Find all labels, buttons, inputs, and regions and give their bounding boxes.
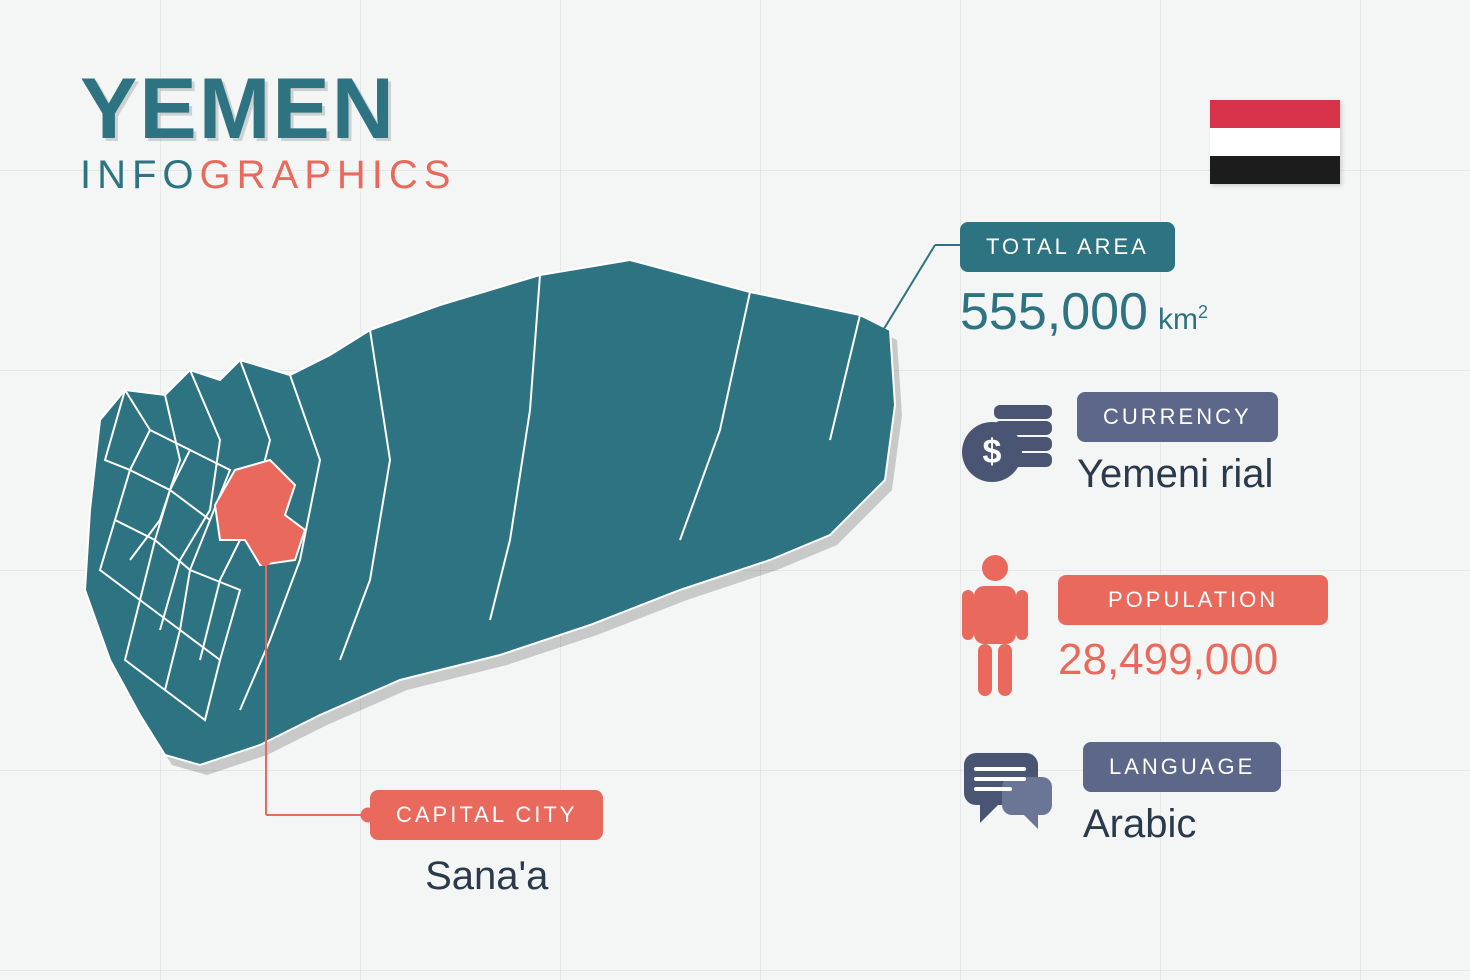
svg-text:$: $ — [983, 433, 1002, 471]
country-title: YEMEN — [80, 60, 456, 159]
capital-value: Sana'a — [370, 854, 603, 899]
subtitle-part-a: INFO — [80, 153, 200, 197]
country-flag — [1210, 100, 1340, 184]
currency-block: $ CURRENCY Yemeni rial — [960, 392, 1380, 497]
capital-badge: CAPITAL CITY — [370, 790, 603, 840]
country-map — [70, 260, 910, 780]
total-area-value: 555,000 km2 — [960, 282, 1380, 342]
flag-stripe-top — [1210, 100, 1340, 128]
language-block: LANGUAGE Arabic — [960, 742, 1380, 847]
person-icon — [960, 552, 1030, 707]
flag-stripe-mid — [1210, 128, 1340, 156]
capital-block: CAPITAL CITY Sana'a — [370, 790, 603, 899]
coins-icon: $ — [960, 397, 1055, 492]
infographic-canvas: YEMEN INFOGRAPHICS — [0, 0, 1470, 980]
language-value: Arabic — [1083, 802, 1281, 847]
title-block: YEMEN INFOGRAPHICS — [80, 60, 456, 198]
language-badge: LANGUAGE — [1083, 742, 1281, 792]
speech-icon — [960, 747, 1055, 842]
area-unit: km2 — [1158, 303, 1208, 336]
total-area-block: TOTAL AREA 555,000 km2 — [960, 222, 1380, 342]
currency-badge: CURRENCY — [1077, 392, 1278, 442]
subtitle: INFOGRAPHICS — [80, 153, 456, 198]
flag-stripe-bot — [1210, 156, 1340, 184]
subtitle-part-b: GRAPHICS — [200, 153, 457, 197]
area-number: 555,000 — [960, 283, 1148, 341]
population-block: POPULATION 28,499,000 — [960, 552, 1380, 707]
population-badge: POPULATION — [1058, 575, 1328, 625]
total-area-badge: TOTAL AREA — [960, 222, 1175, 272]
population-value: 28,499,000 — [1058, 635, 1328, 685]
currency-value: Yemeni rial — [1077, 452, 1278, 497]
